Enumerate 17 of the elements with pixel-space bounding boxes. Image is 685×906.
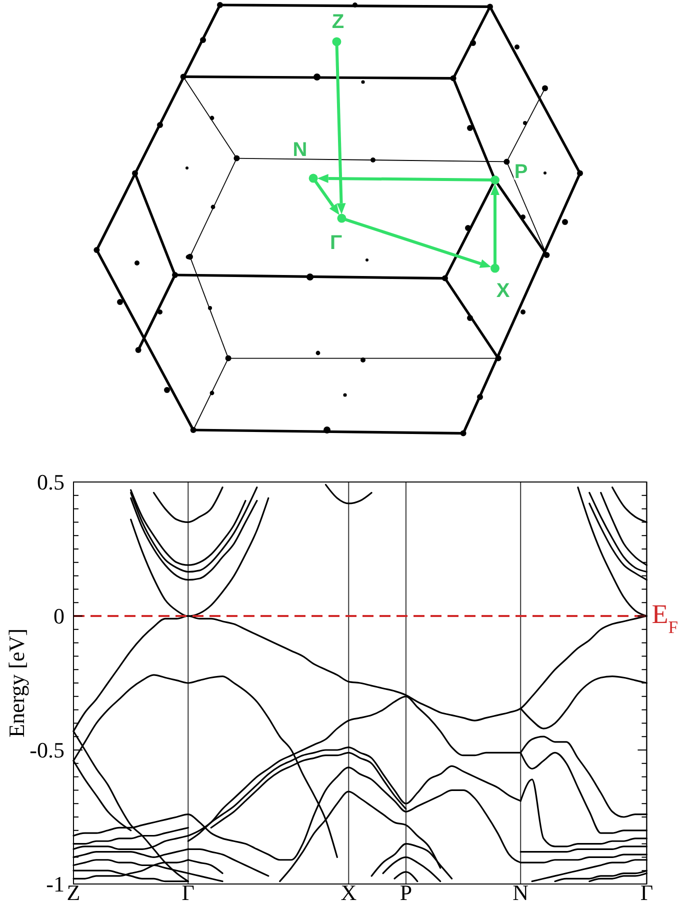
x-tick-label: X bbox=[340, 880, 357, 905]
x-tick-label: N bbox=[512, 880, 529, 905]
text: X bbox=[496, 280, 510, 302]
x-tick-label: Γ bbox=[182, 880, 195, 905]
y-tick-label: -1 bbox=[46, 872, 64, 896]
y-axis-title: Energy [eV] bbox=[4, 628, 29, 738]
text: N bbox=[292, 139, 308, 161]
ref-line-label: E$_{F}$ bbox=[652, 599, 678, 637]
text: P bbox=[514, 161, 528, 183]
y-tick-label: 0.5 bbox=[37, 470, 64, 494]
y-tick-label: 0 bbox=[54, 604, 64, 628]
text: Z bbox=[332, 11, 344, 33]
x-tick-label: Z bbox=[66, 880, 80, 905]
text: Γ bbox=[330, 232, 342, 254]
x-tick-label: P bbox=[400, 880, 412, 905]
y-tick-label: -0.5 bbox=[30, 738, 64, 762]
x-tick-label: Γ bbox=[640, 880, 654, 905]
